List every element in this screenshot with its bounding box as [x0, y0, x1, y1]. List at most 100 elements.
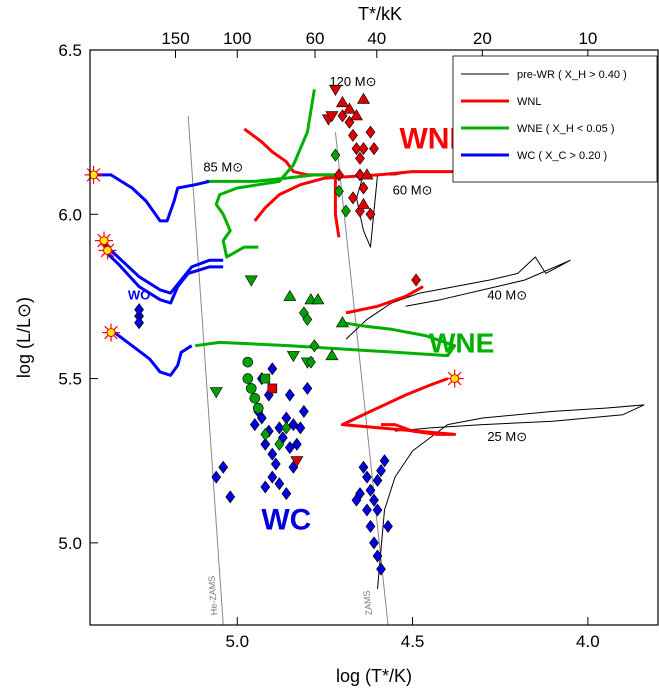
star-diamond [351, 493, 362, 507]
star-diamond [267, 470, 278, 484]
track-wc-60a [102, 242, 224, 295]
evolution-tracks [93, 89, 645, 589]
star-diamond [372, 473, 383, 487]
reference-line-label: ZAMS [361, 590, 374, 616]
star-diamond [302, 312, 313, 326]
track-endpoint [95, 231, 114, 250]
axes: 5.0 4.5 4.0 5.0 5.5 6.0 6.5 150 100 60 40 20 10 log (… [14, 4, 600, 686]
star-triangle-down [244, 275, 258, 287]
star-diamond [369, 536, 379, 550]
mass-label: 25 M⊙ [487, 429, 527, 444]
star-triangle-down [209, 387, 223, 399]
star-diamond [376, 562, 386, 576]
legend-entry-label: WNE ( X_H < 0.05 ) [517, 123, 615, 135]
y-tick-label: 6.0 [58, 205, 82, 224]
star-triangle-down [290, 456, 304, 468]
star-diamond [267, 362, 278, 376]
track-endpoint [84, 165, 103, 184]
legend-entry-label: WC ( X_C > 0.20 ) [517, 150, 607, 162]
x-axis-title: log (T*/K) [336, 666, 412, 686]
star-markers [134, 84, 421, 576]
legend-entry-label: pre-WR ( X_H > 0.40 ) [517, 69, 627, 81]
star-diamond [372, 503, 383, 517]
reference-line-label: He-ZAMS [207, 575, 220, 615]
star-diamond [365, 207, 376, 221]
track-endpoint [445, 369, 464, 388]
star-diamond [299, 404, 309, 418]
legend-box [452, 55, 658, 183]
plot-frame [89, 49, 659, 626]
top-tick-label: 10 [578, 29, 597, 48]
star-diamond [274, 477, 285, 491]
track-endpoints [84, 165, 464, 388]
star-triangle-up [342, 102, 356, 114]
track-wnl-25 [340, 377, 457, 436]
star-triangle-up [311, 293, 325, 305]
mass-label: 120 M⊙ [329, 74, 376, 89]
top-tick-label: 60 [306, 29, 325, 48]
star-diamond [369, 142, 379, 156]
endpoint-dot [103, 245, 113, 255]
star-circle [252, 402, 264, 414]
star-circle [242, 356, 254, 368]
star-diamond [369, 493, 379, 507]
star-diamond [284, 441, 295, 455]
reference-line-he-zams [187, 115, 224, 626]
star-triangle-up [356, 197, 371, 209]
star-diamond [284, 388, 295, 402]
mass-label: 60 M⊙ [393, 183, 433, 198]
star-diamond [365, 125, 376, 139]
endpoint-dot [450, 374, 460, 384]
star-diamond [306, 355, 316, 369]
track-wc-85 [93, 173, 210, 223]
y-tick-label: 5.5 [58, 370, 82, 389]
legend: pre-WR ( X_H > 0.40 ) WNL WNE ( X_H < 0.05… [452, 55, 658, 183]
star-diamond [351, 142, 362, 156]
track-wne-40 [194, 321, 457, 358]
star-diamond [365, 519, 376, 533]
star-diamond [267, 447, 278, 461]
star-diamond [383, 519, 393, 533]
star-diamond [274, 421, 285, 435]
star-diamond [365, 483, 376, 497]
star-diamond [358, 181, 369, 195]
star-diamond [355, 151, 365, 165]
region-label-wne: WNE [429, 327, 494, 358]
endpoint-dot [99, 236, 109, 246]
y-tick-label: 5.0 [58, 534, 82, 553]
x-tick-label: 4.0 [576, 632, 600, 651]
y-axis-title: log (L/L⊙) [14, 297, 34, 378]
star-diamond [376, 464, 386, 478]
legend-entry-label: WNL [517, 96, 541, 108]
star-circle [245, 383, 257, 394]
star-diamond [362, 470, 372, 484]
star-diamond [372, 549, 383, 563]
y-tick-label: 6.5 [58, 41, 82, 60]
track-wnl-40 [345, 285, 424, 315]
star-diamond [260, 427, 271, 441]
star-diamond [288, 418, 299, 432]
star-diamond [362, 503, 372, 517]
star-triangle-up [283, 289, 297, 301]
star-square [260, 373, 271, 384]
x-tick-label: 4.5 [401, 632, 425, 651]
star-triangle-up [325, 348, 339, 361]
x-tick-label: 5.0 [225, 632, 249, 651]
star-circle [242, 373, 254, 384]
region-label-wc: WC [261, 504, 311, 537]
star-diamond [211, 470, 222, 484]
star-diamond [358, 460, 369, 474]
star-circle [249, 392, 261, 404]
star-square [267, 383, 278, 394]
star-diamond [334, 184, 344, 198]
star-diamond [281, 487, 292, 501]
mass-label: 85 M⊙ [203, 160, 243, 175]
track-wc-60b [102, 249, 224, 305]
endpoint-dot [89, 170, 99, 180]
star-diamond [225, 490, 236, 504]
track-wne-120 [214, 89, 316, 259]
star-diamond [218, 460, 229, 474]
star-diamond [249, 418, 260, 432]
star-triangle-down [286, 351, 300, 363]
